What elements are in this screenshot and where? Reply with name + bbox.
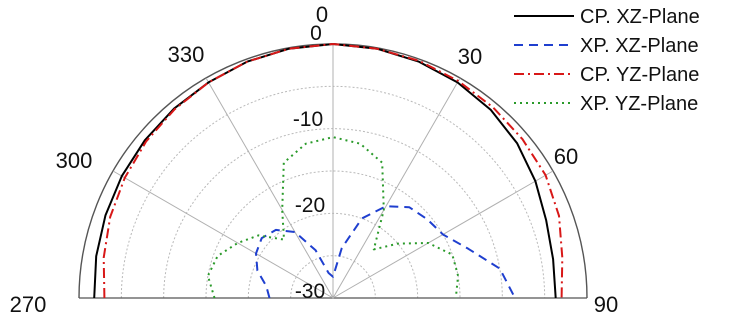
angle-tick-label: 0 [316,2,328,27]
plot-series [93,43,564,299]
radial-tick-label: 0 [310,22,322,45]
grid-spoke [332,77,461,299]
legend-entry: XP. XZ-Plane [514,35,699,57]
legend-entry: CP. XZ-Plane [514,6,700,28]
angle-tick-label: 300 [56,148,93,173]
legend-label: CP. XZ-Plane [580,6,700,28]
radial-tick-label: -10 [293,108,323,131]
axis-labels: 0 30 60 90 270 300 330 0 -10 -20 -30 [10,2,619,317]
polar-grid [78,43,588,299]
angle-tick-label: 330 [168,42,205,67]
angle-tick-label: 90 [594,292,618,317]
legend-label: XP. XZ-Plane [580,35,699,57]
series-line-4 [206,136,460,299]
radial-tick-label: -30 [295,280,325,303]
series-line-2 [255,205,516,299]
angle-tick-label: 60 [554,144,578,169]
legend-entry: CP. YZ-Plane [514,64,699,86]
grid-spoke [205,77,334,299]
angle-tick-label: 30 [458,44,482,69]
angle-tick-label: 270 [10,292,47,317]
grid-spoke [112,170,334,299]
series-line-3 [102,43,564,299]
legend: CP. XZ-Plane XP. XZ-Plane CP. YZ-Plane XP. … [514,6,700,115]
grid-ring [205,170,461,299]
legend-label: XP. YZ-Plane [580,93,698,115]
radial-tick-label: -20 [295,194,325,217]
legend-label: CP. YZ-Plane [580,64,699,86]
legend-entry: XP. YZ-Plane [514,93,698,115]
